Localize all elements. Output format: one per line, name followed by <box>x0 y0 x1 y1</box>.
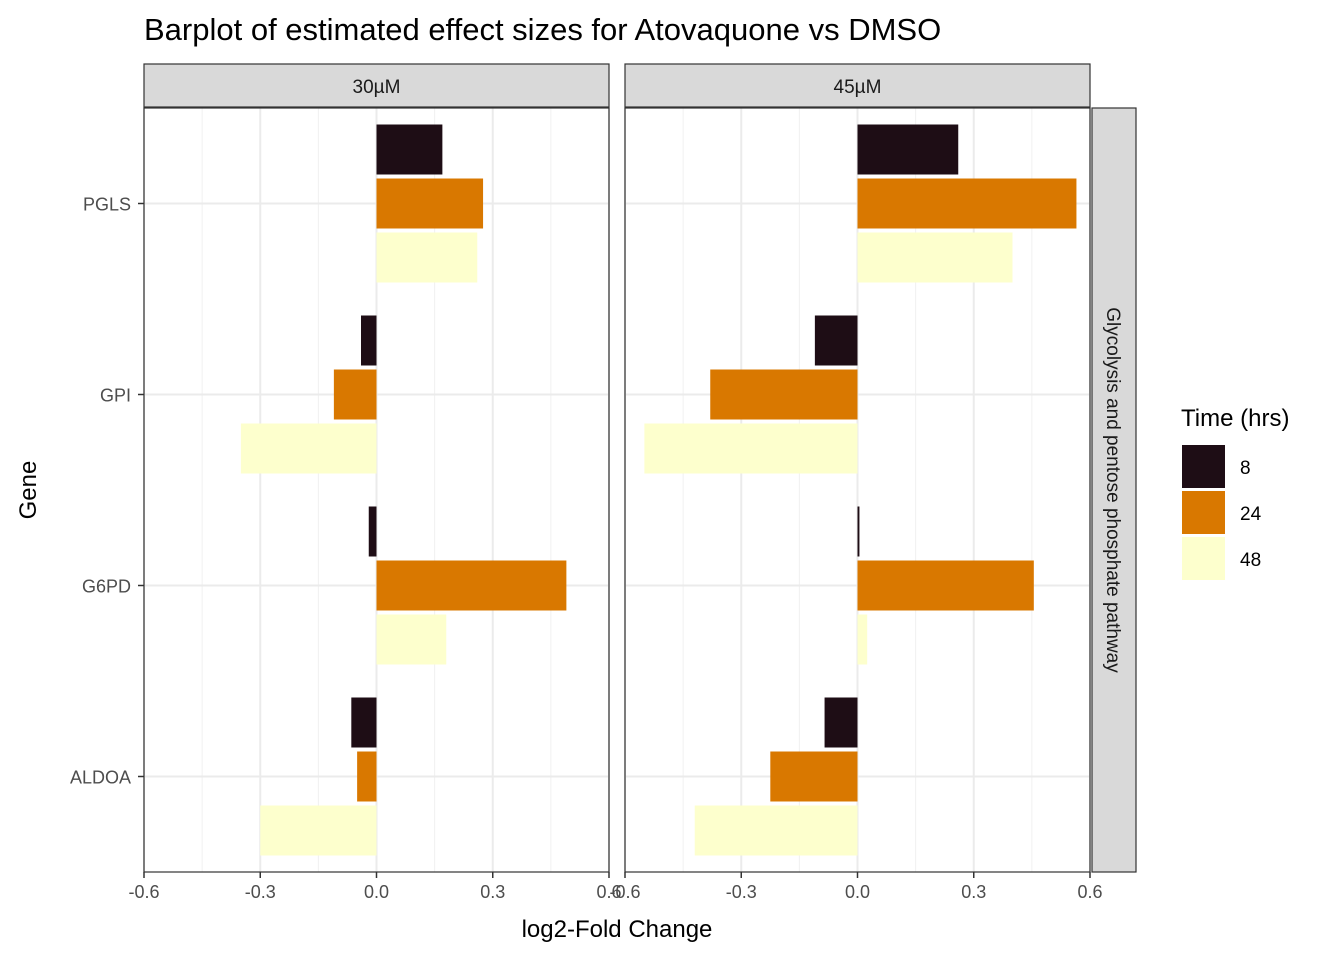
legend-key-8 <box>1182 445 1225 488</box>
x-tick-label: 0.6 <box>596 882 621 902</box>
bar-g6pd-t8 <box>857 506 860 557</box>
bar-gpi-t48 <box>644 423 858 474</box>
bar-aldoa-t48 <box>260 805 377 856</box>
legend-key-48 <box>1182 537 1225 580</box>
y-tick-label: GPI <box>100 386 131 406</box>
bar-gpi-t24 <box>333 369 377 420</box>
legend-label-24: 24 <box>1240 504 1262 525</box>
x-tick-label: -0.3 <box>726 882 757 902</box>
bar-pgls-t8 <box>857 124 959 175</box>
facet-strip <box>143 63 610 108</box>
facet-panel-0: 30µM -0.6 -0.3 0.0 0.3 0.6 PGLS GPI G6PD ALDOA <box>70 63 622 902</box>
bar-aldoa-t24 <box>770 751 858 802</box>
row-strip-box <box>1091 107 1137 873</box>
bar-gpi-t48 <box>240 423 377 474</box>
bar-g6pd-t24 <box>857 560 1034 611</box>
y-axis-title: Gene <box>15 461 42 520</box>
x-tick-label: -0.6 <box>128 882 159 902</box>
bar-pgls-t48 <box>857 232 1013 283</box>
bar-g6pd-t8 <box>368 506 377 557</box>
bar-pgls-t24 <box>857 178 1077 229</box>
facet-strip-label: 45µM <box>834 77 882 98</box>
bar-aldoa-t48 <box>694 805 858 856</box>
legend-key-24 <box>1182 491 1225 534</box>
x-tick-label: 0.6 <box>1077 882 1102 902</box>
x-tick-label: 0.0 <box>845 882 870 902</box>
x-tick-label: 0.3 <box>961 882 986 902</box>
bar-gpi-t24 <box>710 369 858 420</box>
facet-strip-label: 30µM <box>353 77 401 98</box>
y-tick-label: G6PD <box>82 577 131 597</box>
facet-strip <box>624 63 1091 108</box>
row-strip-label: Glycolysis and pentose phosphate pathway <box>1102 307 1123 673</box>
bar-pgls-t24 <box>376 178 484 229</box>
bar-gpi-t8 <box>814 315 858 366</box>
x-tick-label: -0.3 <box>245 882 276 902</box>
y-tick-label: PGLS <box>83 195 131 215</box>
bar-aldoa-t8 <box>824 697 858 748</box>
chart-title: Barplot of estimated effect sizes for At… <box>144 12 941 47</box>
x-tick-label: 0.3 <box>480 882 505 902</box>
bar-pgls-t48 <box>376 232 478 283</box>
bar-g6pd-t24 <box>376 560 567 611</box>
bar-aldoa-t8 <box>351 697 377 748</box>
bar-pgls-t8 <box>376 124 443 175</box>
row-strip: Glycolysis and pentose phosphate pathway <box>1091 107 1137 873</box>
bar-g6pd-t48 <box>857 614 868 665</box>
legend-label-48: 48 <box>1240 550 1261 571</box>
panels-layer: 30µM -0.6 -0.3 0.0 0.3 0.6 PGLS GPI G6PD ALDOA 45µ… <box>70 63 1137 902</box>
legend-label-8: 8 <box>1240 458 1251 479</box>
legend-title: Time (hrs) <box>1181 405 1289 432</box>
x-tick-label: 0.0 <box>364 882 389 902</box>
y-tick-label: ALDOA <box>70 768 131 788</box>
legend: Time (hrs) 8 24 48 <box>1181 405 1289 580</box>
x-axis-title: log2-Fold Change <box>522 916 713 943</box>
bar-gpi-t8 <box>361 315 377 366</box>
bar-aldoa-t24 <box>357 751 377 802</box>
bar-g6pd-t48 <box>376 614 447 665</box>
facet-panel-1: 45µM -0.6 -0.3 0.0 0.3 0.6 <box>609 63 1103 902</box>
x-tick-label: -0.6 <box>609 882 640 902</box>
